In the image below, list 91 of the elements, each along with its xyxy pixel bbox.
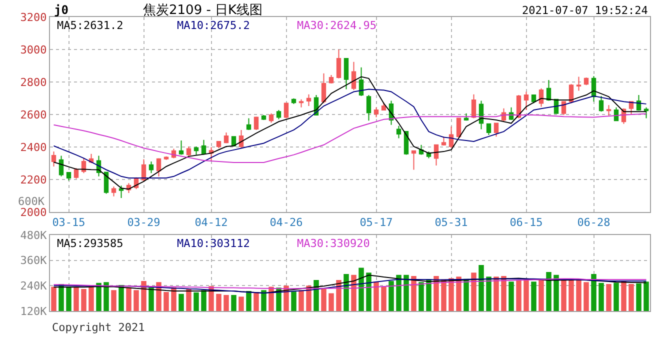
- candlestick: [336, 49, 342, 79]
- candlestick: [51, 151, 56, 167]
- candlestick: [268, 112, 274, 124]
- candlestick: [494, 122, 499, 138]
- candlestick: [538, 88, 544, 108]
- candlestick: [216, 140, 222, 149]
- candlestick: [276, 109, 282, 120]
- candlestick: [238, 129, 244, 149]
- candlestick: [186, 146, 192, 157]
- candlestick: [546, 80, 552, 102]
- candlestick: [104, 172, 109, 194]
- x-tick-label: 04-12: [194, 216, 228, 230]
- candlestick: [284, 102, 289, 119]
- line-series: [53, 113, 647, 163]
- candlestick: [321, 72, 326, 104]
- candlestick: [584, 76, 589, 86]
- y-tick-label: 2400: [20, 140, 47, 154]
- candlestick: [478, 100, 484, 130]
- text: MA10:303112: [177, 237, 250, 250]
- candlestick: [201, 139, 206, 156]
- candlestick: [644, 106, 649, 119]
- y-tick-label: 2600: [20, 108, 47, 122]
- x-tick-label: 06-28: [577, 216, 610, 230]
- candlestick: [411, 150, 416, 170]
- candlestick: [66, 172, 72, 181]
- line-series: [53, 278, 647, 290]
- candlestick: [486, 123, 492, 136]
- candlestick: [471, 94, 476, 119]
- candlestick: [418, 144, 424, 156]
- candlestick: [636, 94, 642, 112]
- candlestick: [224, 132, 229, 144]
- candlestick: [434, 144, 439, 166]
- chart-title: 焦炭2109 - 日K线图: [143, 3, 263, 18]
- text: MA10:2675.2: [177, 19, 250, 32]
- x-tick-label: 03-29: [127, 216, 160, 230]
- candlestick: [148, 160, 154, 174]
- candlestick: [396, 125, 402, 139]
- x-tick-label: 04-26: [270, 216, 303, 230]
- candlestick: [598, 95, 604, 112]
- candlestick: [606, 104, 612, 116]
- candlestick: [156, 158, 162, 177]
- candlestick: [74, 168, 79, 180]
- candlestick: [358, 66, 364, 96]
- y-tick-label: 360K: [20, 254, 48, 268]
- x-tick-label: 05-17: [360, 216, 393, 230]
- candlestick: [524, 91, 529, 110]
- candlestick: [344, 58, 349, 90]
- candlestick: [164, 156, 169, 160]
- text: MA5:2631.2: [57, 19, 124, 32]
- text: MA30:2624.95: [297, 19, 376, 32]
- y-tick-label: 3200: [20, 10, 47, 24]
- candlestick: [111, 186, 116, 197]
- y-tick-label: 480K: [20, 228, 48, 242]
- y-tick-label: 240K: [20, 280, 48, 293]
- candlestick: [291, 98, 296, 104]
- annotation: j0: [54, 3, 68, 17]
- candlestick: [576, 76, 582, 92]
- line-series: [53, 278, 647, 294]
- text: MA5:293585: [57, 237, 124, 250]
- candlestick: [178, 140, 184, 156]
- line-series: [53, 274, 647, 294]
- text: MA30:330920: [297, 237, 370, 250]
- candlestick: [306, 94, 312, 107]
- candlestick: [328, 74, 334, 84]
- x-tick-label: 06-15: [510, 216, 543, 230]
- line-series: [53, 88, 647, 179]
- y-tick-label: 2800: [20, 76, 47, 89]
- candlestick: [141, 158, 146, 182]
- y-tick-label: 2000: [20, 206, 47, 219]
- text: 600K: [18, 195, 45, 208]
- line-series: [53, 76, 647, 190]
- candlestick: [254, 116, 259, 130]
- candlestick: [351, 61, 356, 90]
- candlestick: [374, 106, 379, 118]
- text: Copyright 2021: [52, 321, 145, 334]
- candlestick: [366, 94, 372, 122]
- candlestick: [194, 146, 199, 156]
- candlestick: [246, 118, 252, 130]
- y-tick-label: 3000: [20, 43, 47, 56]
- candlestick: [464, 112, 469, 122]
- candlestick: [298, 98, 304, 108]
- x-tick-label: 03-15: [52, 216, 86, 230]
- candlestick: [118, 185, 124, 199]
- candlestick: [58, 155, 64, 177]
- candlestick: [448, 126, 454, 149]
- y-tick-label: 2200: [20, 173, 47, 186]
- candlestick: [456, 118, 462, 138]
- candlestick: [441, 136, 446, 146]
- y-tick-label: 120K: [20, 304, 48, 318]
- annotation: 2021-07-07 19:52:24: [522, 4, 648, 17]
- x-tick-label: 05-31: [434, 216, 468, 230]
